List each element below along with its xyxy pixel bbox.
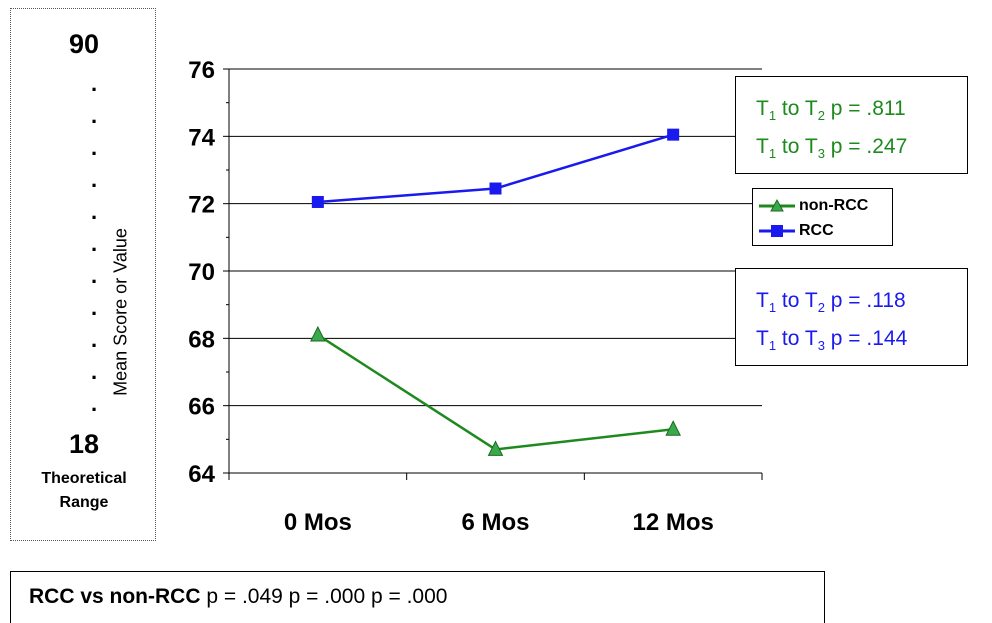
range-dot: . — [91, 231, 98, 256]
y-tick-label: 76 — [188, 57, 215, 84]
range-top-value: 90 — [68, 29, 100, 59]
range-dot: . — [91, 167, 98, 192]
comparison-label: RCC vs non-RCC — [29, 585, 201, 608]
legend-item-rcc: RCC — [759, 220, 834, 242]
theoretical-range-box: 90 ........... 18 Theoretical Range — [10, 8, 156, 541]
range-dot: . — [91, 391, 98, 416]
range-dot: . — [91, 71, 98, 96]
x-category-label: 0 Mos — [284, 509, 352, 536]
nonrcc-pvalue-box: T1 to T2 p = .118 T1 to T3 p = .144 — [735, 268, 968, 366]
data-point-triangle — [310, 325, 326, 342]
legend-label-non-rcc: non-RCC — [799, 197, 869, 214]
range-dot: . — [91, 295, 98, 320]
range-bottom-value: 18 — [68, 429, 100, 459]
data-point-square — [667, 128, 680, 141]
nonrcc-pvalue-line2: T1 to T3 p = .144 — [756, 327, 908, 354]
comparison-pvalue-box: RCC vs non-RCC p = .049 p = .000 p = .00… — [10, 571, 825, 623]
y-tick-label: 66 — [188, 394, 215, 421]
range-label-line2: Range — [59, 494, 109, 511]
y-tick-label: 64 — [188, 461, 215, 488]
rcc-pvalue-box: T1 to T2 p = .811 T1 to T3 p = .247 — [735, 76, 968, 174]
legend-label-rcc: RCC — [799, 222, 834, 239]
data-point-square — [489, 182, 502, 195]
comparison-values: p = .049 p = .000 p = .000 — [200, 585, 448, 608]
chart-legend: non-RCC RCC — [752, 188, 893, 246]
legend-swatch-triangle — [759, 198, 795, 212]
y-tick-label: 74 — [188, 124, 215, 151]
x-category-label: 12 Mos — [632, 509, 713, 536]
legend-swatch-square — [759, 225, 795, 237]
range-label: Theoretical Range — [11, 467, 157, 515]
range-dot: . — [91, 199, 98, 224]
range-label-line1: Theoretical — [41, 470, 127, 487]
range-dot: . — [91, 263, 98, 288]
x-category-label: 6 Mos — [461, 509, 529, 536]
range-dot: . — [91, 327, 98, 352]
data-point-triangle — [665, 420, 681, 436]
y-tick-label: 68 — [188, 326, 215, 353]
rcc-pvalue-line2: T1 to T3 p = .247 — [756, 135, 908, 162]
y-tick-label: 72 — [188, 192, 215, 219]
data-point-square — [311, 195, 324, 208]
data-point-triangle — [487, 440, 504, 456]
legend-item-non-rcc: non-RCC — [759, 195, 868, 217]
range-dot: . — [91, 103, 98, 128]
rcc-pvalue-line1: T1 to T2 p = .811 — [756, 97, 906, 124]
range-dot: . — [91, 359, 98, 384]
range-dot: . — [91, 135, 98, 160]
y-tick-label: 70 — [188, 259, 215, 286]
series-line-non-rcc — [317, 333, 674, 451]
nonrcc-pvalue-line1: T1 to T2 p = .118 — [756, 289, 906, 316]
